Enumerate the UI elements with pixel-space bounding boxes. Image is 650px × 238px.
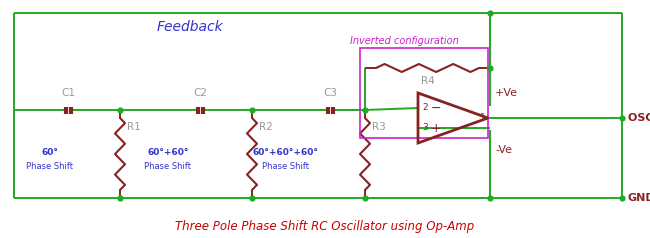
- Text: R4: R4: [421, 76, 434, 86]
- Text: 60°+60°: 60°+60°: [148, 148, 188, 157]
- Text: R3: R3: [372, 122, 385, 132]
- Text: -Ve: -Ve: [495, 145, 512, 155]
- Text: 2: 2: [422, 104, 428, 113]
- Text: R1: R1: [127, 122, 141, 132]
- Text: Phase Shift: Phase Shift: [27, 162, 73, 171]
- Text: C1: C1: [61, 88, 75, 98]
- Text: Three Pole Phase Shift RC Oscillator using Op-Amp: Three Pole Phase Shift RC Oscillator usi…: [176, 220, 474, 233]
- Text: 3: 3: [422, 124, 428, 133]
- Text: C2: C2: [193, 88, 207, 98]
- Text: +: +: [431, 122, 441, 134]
- Text: 60°: 60°: [42, 148, 58, 157]
- Text: R2: R2: [259, 122, 273, 132]
- Text: Phase Shift: Phase Shift: [261, 162, 309, 171]
- Text: 1: 1: [480, 114, 486, 123]
- Text: Inverted configuration: Inverted configuration: [350, 36, 459, 46]
- Text: 60°+60°+60°: 60°+60°+60°: [252, 148, 318, 157]
- Text: Feedback: Feedback: [157, 20, 224, 34]
- Text: −: −: [431, 101, 441, 114]
- Text: C3: C3: [323, 88, 337, 98]
- Text: OSC Out: OSC Out: [628, 113, 650, 123]
- Text: +Ve: +Ve: [495, 88, 518, 98]
- Text: Phase Shift: Phase Shift: [144, 162, 192, 171]
- Text: GND: GND: [628, 193, 650, 203]
